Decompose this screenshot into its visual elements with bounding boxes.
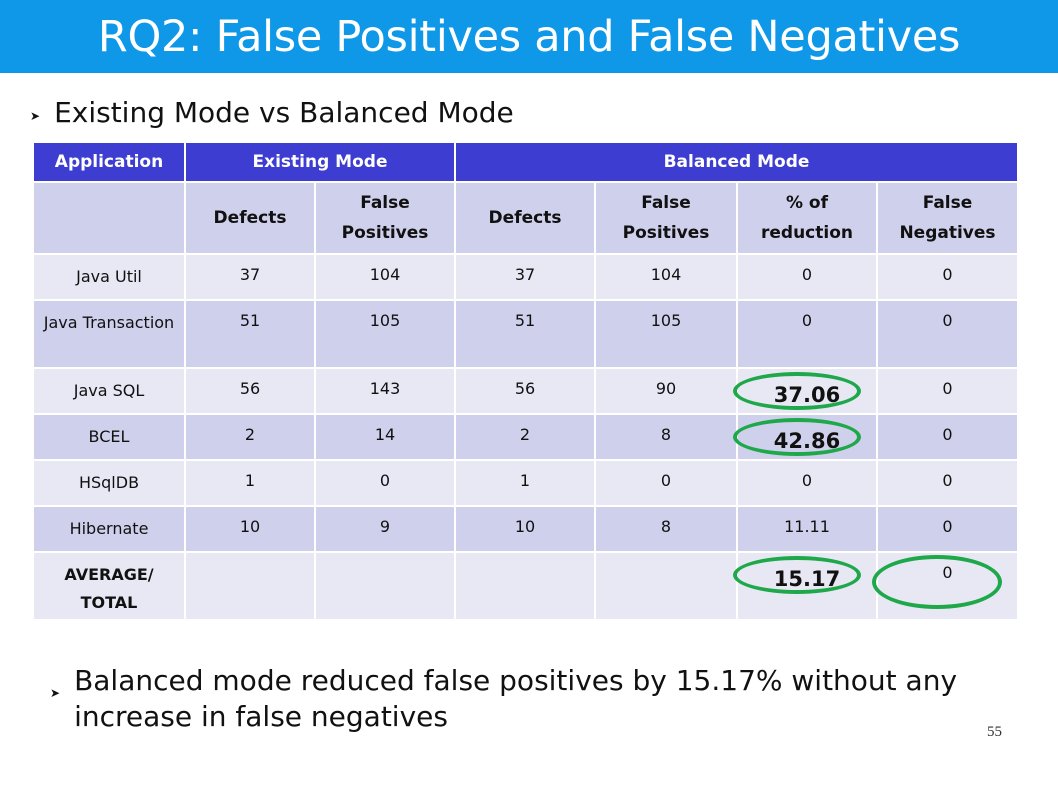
bullet-text: Existing Mode vs Balanced Mode: [54, 96, 514, 129]
cell-percent-reduction: 37.06: [733, 367, 878, 415]
table-row: Java SQL 56 143 56 90 37.06 0: [32, 367, 1020, 415]
cell-existing-defects: 56: [184, 367, 316, 415]
cell-percent-reduction: 0: [736, 459, 878, 507]
subheader-false-negatives: False Negatives: [875, 181, 1020, 255]
cell-application: Java Transaction: [32, 299, 186, 369]
highlighted-value: 37.06: [773, 383, 841, 407]
cell-existing-false-positives: 104: [314, 253, 456, 301]
cell-existing-defects: 10: [184, 505, 316, 553]
group-header-row: Application Existing Mode Balanced Mode: [32, 141, 1020, 183]
header-application: Application: [32, 141, 186, 183]
cell-balanced-defects: 56: [454, 367, 596, 415]
cell-existing-defects: 37: [184, 253, 316, 301]
arrow-bullet-icon: ➤: [30, 109, 41, 123]
arrow-bullet-icon: ➤: [50, 686, 61, 700]
cell-balanced-defects: 37: [454, 253, 596, 301]
cell-balanced-false-positives: 8: [594, 413, 738, 461]
cell-false-negatives: 0: [875, 299, 1020, 369]
cell-existing-false-positives: [314, 551, 456, 621]
cell-false-negatives: 0: [875, 413, 1020, 461]
cell-balanced-false-positives: 0: [594, 459, 738, 507]
cell-percent-reduction: 15.17: [733, 551, 878, 621]
table-row: BCEL 2 14 2 8 42.86 0: [32, 413, 1020, 461]
cell-balanced-false-positives: 8: [594, 505, 738, 553]
cell-existing-defects: [184, 551, 316, 621]
cell-balanced-defects: 2: [454, 413, 596, 461]
highlight-circle: [872, 555, 1002, 609]
cell-application: AVERAGE/ TOTAL: [32, 551, 186, 621]
subheader-balanced-false-positives: False Positives: [594, 181, 738, 255]
cell-false-negatives: 0: [872, 551, 1020, 621]
bullet-conclusion: ➤ Balanced mode reduced false positives …: [50, 663, 980, 735]
table-row: Java Util 37 104 37 104 0 0: [32, 253, 1020, 301]
title-bar: RQ2: False Positives and False Negatives: [0, 0, 1058, 73]
slide-title: RQ2: False Positives and False Negatives: [97, 11, 961, 62]
cell-false-negatives-value: 0: [942, 563, 953, 582]
page-number: 55: [987, 724, 1002, 740]
table-row-average-total: AVERAGE/ TOTAL 15.17 0: [32, 551, 1020, 621]
cell-application: HSqlDB: [32, 459, 186, 507]
cell-percent-reduction: 11.11: [736, 505, 878, 553]
subheader-blank: [32, 181, 186, 255]
cell-percent-reduction: 0: [736, 253, 878, 301]
bullet-text: Balanced mode reduced false positives by…: [74, 664, 958, 733]
cell-existing-false-positives: 105: [314, 299, 456, 369]
subheader-percent-reduction: % of reduction: [736, 181, 878, 255]
cell-existing-false-positives: 143: [314, 367, 456, 415]
cell-percent-reduction: 0: [736, 299, 878, 369]
cell-existing-false-positives: 14: [314, 413, 456, 461]
cell-application: Hibernate: [32, 505, 186, 553]
subheader-existing-defects: Defects: [184, 181, 316, 255]
cell-false-negatives: 0: [875, 367, 1020, 415]
cell-existing-defects: 51: [184, 299, 316, 369]
cell-balanced-defects: 1: [454, 459, 596, 507]
cell-false-negatives: 0: [875, 505, 1020, 553]
bullet-existing-vs-balanced: ➤ Existing Mode vs Balanced Mode: [30, 96, 514, 129]
results-table: Application Existing Mode Balanced Mode …: [32, 141, 1020, 621]
cell-existing-false-positives: 9: [314, 505, 456, 553]
table-row: Hibernate 10 9 10 8 11.11 0: [32, 505, 1020, 553]
subheader-existing-false-positives: False Positives: [314, 181, 456, 255]
cell-existing-defects: 1: [184, 459, 316, 507]
cell-balanced-false-positives: 104: [594, 253, 738, 301]
cell-balanced-false-positives: [594, 551, 738, 621]
cell-existing-defects: 2: [184, 413, 316, 461]
cell-application: Java Util: [32, 253, 186, 301]
cell-false-negatives: 0: [875, 253, 1020, 301]
cell-balanced-defects: 51: [454, 299, 596, 369]
header-existing-mode: Existing Mode: [184, 141, 456, 183]
header-balanced-mode: Balanced Mode: [453, 141, 1020, 183]
cell-application: Java SQL: [32, 367, 186, 415]
table-row: HSqlDB 1 0 1 0 0 0: [32, 459, 1020, 507]
cell-balanced-false-positives: 105: [594, 299, 738, 369]
highlighted-value: 42.86: [773, 429, 841, 453]
cell-existing-false-positives: 0: [314, 459, 456, 507]
highlighted-value: 15.17: [773, 567, 841, 591]
cell-balanced-defects: 10: [454, 505, 596, 553]
table-row: Java Transaction 51 105 51 105 0 0: [32, 299, 1020, 369]
subheader-row: Defects False Positives Defects False Po…: [32, 181, 1020, 255]
cell-percent-reduction: 42.86: [733, 413, 878, 461]
cell-balanced-false-positives: 90: [594, 367, 738, 415]
cell-balanced-defects: [454, 551, 596, 621]
subheader-balanced-defects: Defects: [454, 181, 596, 255]
cell-false-negatives: 0: [875, 459, 1020, 507]
cell-application: BCEL: [32, 413, 186, 461]
